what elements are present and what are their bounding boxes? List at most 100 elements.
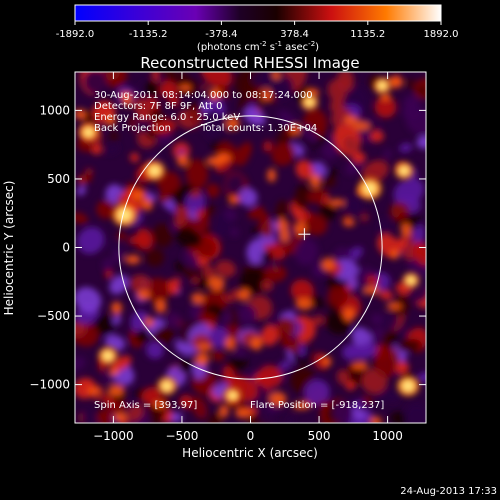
noise-blob xyxy=(258,213,273,238)
axis-ticks: −1000 −500 0 500 1000 −1000 −500 0 500 1000 xyxy=(29,72,426,443)
noise-blob xyxy=(185,191,206,213)
image-noise xyxy=(75,72,426,423)
noise-blob xyxy=(104,334,126,352)
noise-blob xyxy=(143,80,159,97)
noise-blob xyxy=(407,78,415,89)
noise-blob xyxy=(366,275,380,286)
noise-blob-bright xyxy=(343,307,355,322)
noise-blob-bright xyxy=(291,123,300,136)
noise-blob xyxy=(150,118,177,135)
hot-spot-core xyxy=(102,351,113,361)
noise-blob xyxy=(279,360,291,370)
noise-blob xyxy=(278,110,297,129)
noise-blob xyxy=(362,340,377,358)
noise-blob xyxy=(405,107,426,135)
noise-blob xyxy=(102,257,114,272)
noise-blob xyxy=(158,191,170,204)
noise-blob-bright xyxy=(270,392,287,406)
noise-blob xyxy=(276,317,296,339)
noise-blob-bright xyxy=(369,416,382,423)
noise-blob-bright xyxy=(351,361,369,370)
noise-blob xyxy=(209,327,230,348)
noise-blob xyxy=(77,226,105,255)
noise-blob-bright xyxy=(386,303,402,310)
noise-blob xyxy=(105,72,128,89)
noise-blob xyxy=(371,124,377,133)
hot-spot-core xyxy=(228,391,238,400)
noise-blob xyxy=(313,296,325,309)
noise-blob-bright xyxy=(277,217,287,232)
y-tick-label: 1000 xyxy=(39,103,70,117)
noise-blob xyxy=(81,410,100,423)
noise-blob xyxy=(332,401,354,423)
noise-blob-bright xyxy=(87,387,101,395)
noise-blob-bright xyxy=(295,298,313,310)
noise-blob xyxy=(200,72,233,88)
noise-blob xyxy=(298,124,319,144)
noise-blob-bright xyxy=(179,84,192,92)
noise-blob-bright xyxy=(379,92,391,101)
noise-blob xyxy=(132,97,153,119)
noise-blob xyxy=(387,390,400,403)
spin-axis-marker xyxy=(298,228,311,241)
noise-blob xyxy=(191,396,208,419)
colorbar-tick-label: -1135.2 xyxy=(129,29,168,40)
noise-blob xyxy=(168,95,180,107)
noise-blob xyxy=(350,408,367,420)
noise-blob xyxy=(403,94,421,112)
noise-blob xyxy=(226,357,249,372)
noise-blob xyxy=(293,187,310,209)
noise-blob-bright xyxy=(344,115,358,125)
noise-blob xyxy=(190,277,200,285)
noise-blob-bright xyxy=(238,288,251,302)
info-line-4-left: Back Projection xyxy=(94,123,171,134)
noise-blob xyxy=(319,202,336,221)
noise-blob-bright xyxy=(292,401,311,410)
noise-blob xyxy=(94,314,115,336)
noise-blob xyxy=(286,416,295,423)
chart-title: Reconstructed RHESSI Image xyxy=(140,54,359,72)
noise-blob xyxy=(257,407,274,423)
x-axis-label: Heliocentric X (arcsec) xyxy=(182,446,318,460)
noise-blob xyxy=(112,249,125,264)
noise-blob xyxy=(352,151,366,163)
noise-blob xyxy=(75,287,102,313)
colorbar-tick-label: 1135.2 xyxy=(350,29,385,40)
noise-blob xyxy=(174,202,188,228)
noise-blob xyxy=(238,188,258,207)
y-tick-label: 500 xyxy=(47,172,70,186)
noise-blob-bright xyxy=(196,344,213,351)
noise-blob xyxy=(416,371,426,384)
noise-blob xyxy=(129,274,152,294)
noise-blob xyxy=(211,350,225,362)
image-hot-spots xyxy=(79,77,419,404)
noise-blob-bright xyxy=(322,356,332,367)
noise-blob xyxy=(109,131,119,141)
noise-blob xyxy=(271,142,296,166)
noise-blob xyxy=(215,260,236,278)
noise-blob xyxy=(174,261,185,273)
noise-blob xyxy=(257,365,283,388)
noise-blob xyxy=(373,346,400,378)
noise-blob xyxy=(109,274,129,295)
noise-blob xyxy=(135,328,151,343)
noise-blob-bright xyxy=(228,196,240,205)
noise-blob xyxy=(399,143,413,153)
noise-blob xyxy=(397,338,422,353)
noise-blob xyxy=(346,381,356,391)
noise-blob xyxy=(76,185,86,196)
noise-blob xyxy=(399,326,409,338)
noise-blob-bright xyxy=(177,154,189,167)
noise-blob xyxy=(104,270,114,279)
noise-blob-bright xyxy=(321,257,335,271)
noise-blob xyxy=(105,145,120,155)
noise-blob xyxy=(370,313,383,326)
noise-blob xyxy=(382,311,399,332)
noise-blob xyxy=(75,212,89,224)
noise-blob xyxy=(323,176,337,188)
noise-blob xyxy=(319,400,329,410)
x-tick-label: 0 xyxy=(247,429,255,443)
noise-blob-bright xyxy=(267,168,277,183)
noise-blob xyxy=(130,310,150,333)
noise-blob xyxy=(303,210,312,219)
